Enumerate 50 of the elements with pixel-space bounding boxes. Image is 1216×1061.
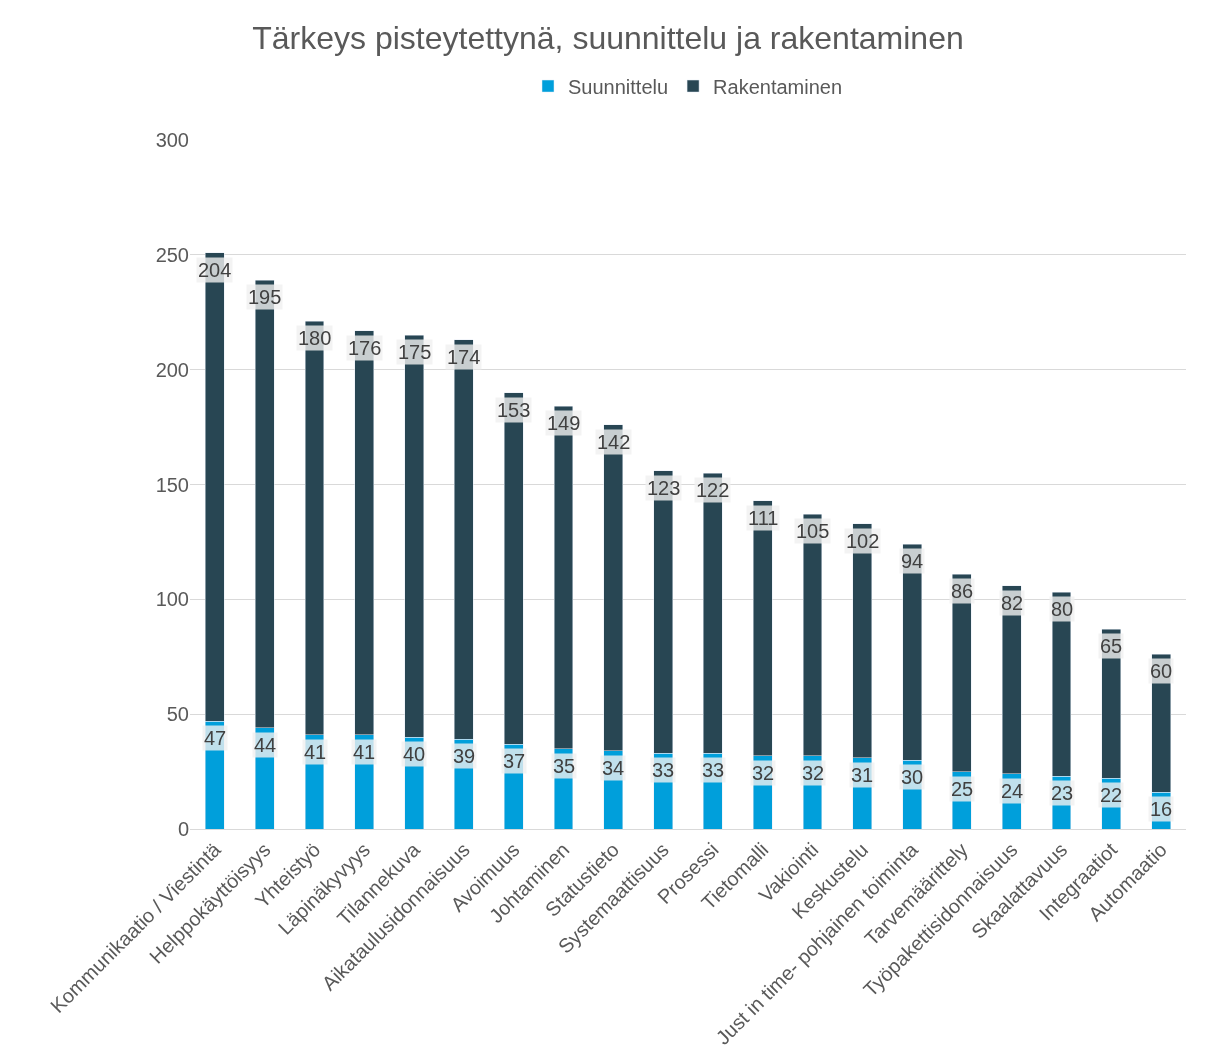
data-label: 105 xyxy=(796,520,830,542)
data-label: 31 xyxy=(851,764,874,786)
data-label: 32 xyxy=(752,762,775,784)
data-label: 153 xyxy=(497,399,531,421)
data-label: 122 xyxy=(696,479,730,501)
data-label: 195 xyxy=(248,286,282,308)
chart-title: Tärkeys pisteytettynä, suunnittelu ja rakentaminen xyxy=(252,19,964,56)
data-label: 175 xyxy=(398,341,432,363)
y-tick-label: 300 xyxy=(155,129,189,151)
data-label: 180 xyxy=(298,327,332,349)
data-label: 41 xyxy=(353,741,376,763)
data-label: 142 xyxy=(597,431,631,453)
data-label: 16 xyxy=(1150,798,1173,820)
data-label: 102 xyxy=(846,530,880,552)
data-label: 149 xyxy=(547,412,581,434)
y-tick-label: 50 xyxy=(166,703,189,726)
data-label: 40 xyxy=(403,743,426,765)
data-label: 24 xyxy=(1001,780,1024,802)
data-label: 41 xyxy=(304,741,327,763)
y-tick-label: 100 xyxy=(155,588,189,611)
y-tick-label: 0 xyxy=(177,818,189,840)
data-label: 35 xyxy=(553,755,576,777)
data-label: 22 xyxy=(1100,784,1123,806)
data-label: 123 xyxy=(647,477,681,499)
data-label: 82 xyxy=(1001,592,1024,614)
legend-label: Suunnittelu xyxy=(568,75,669,98)
legend-label: Rakentaminen xyxy=(713,75,843,98)
data-label: 32 xyxy=(802,762,825,784)
data-label: 65 xyxy=(1100,635,1123,657)
data-label: 60 xyxy=(1150,660,1173,682)
data-label: 39 xyxy=(453,745,476,767)
data-label: 33 xyxy=(652,759,675,781)
data-label: 33 xyxy=(702,759,725,781)
data-label: 37 xyxy=(503,750,526,772)
data-label: 30 xyxy=(901,766,924,788)
y-tick-label: 150 xyxy=(155,473,189,496)
y-tick-label: 200 xyxy=(155,358,189,381)
data-label: 34 xyxy=(602,757,625,779)
data-label: 174 xyxy=(447,346,481,368)
data-label: 47 xyxy=(204,727,227,749)
data-label: 86 xyxy=(951,580,974,602)
data-label: 204 xyxy=(198,259,232,281)
y-tick-label: 250 xyxy=(155,243,189,266)
data-label: 80 xyxy=(1051,598,1074,620)
data-label: 25 xyxy=(951,778,974,800)
data-label: 23 xyxy=(1051,782,1074,804)
data-label: 111 xyxy=(748,507,779,529)
data-label: 44 xyxy=(254,734,277,756)
data-label: 176 xyxy=(348,337,382,359)
data-label: 94 xyxy=(901,550,924,572)
